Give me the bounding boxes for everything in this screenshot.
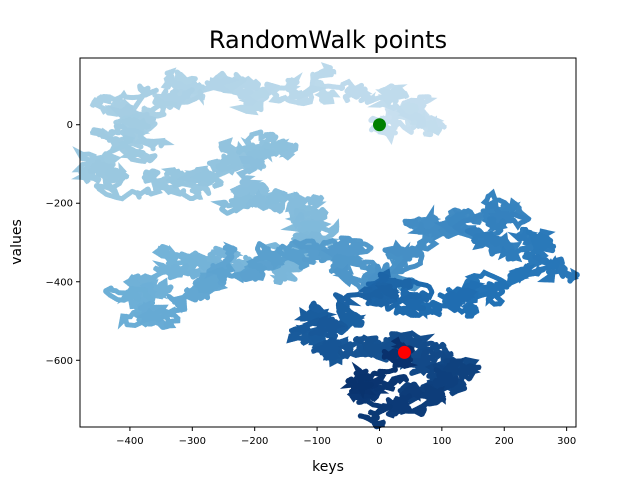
walk-points <box>71 62 585 431</box>
walk-segment <box>470 230 519 257</box>
walk-segment <box>107 103 158 129</box>
walk-segment <box>194 270 223 294</box>
walk-segment <box>411 380 451 414</box>
walk-segment <box>71 146 105 185</box>
walk-segment <box>87 125 164 165</box>
walk-segment <box>447 207 487 232</box>
walk-segment <box>333 283 400 316</box>
walk-segment <box>395 284 430 312</box>
walk-segment <box>165 63 209 97</box>
walk-segment <box>210 191 279 217</box>
walk-segment <box>317 78 380 105</box>
walk-segment <box>229 154 265 201</box>
walk-segment <box>100 283 156 312</box>
walk-segment <box>484 201 536 232</box>
walk-segment <box>151 244 201 281</box>
y-axis-label: values <box>9 219 25 265</box>
y-axis-ticks: −600 −400 −200 0 <box>46 120 80 367</box>
walk-segment <box>241 189 286 219</box>
walk-segment <box>382 236 428 275</box>
walk-segment <box>311 336 345 362</box>
walk-segment <box>439 358 481 384</box>
walk-segment <box>407 207 469 243</box>
walk-segment <box>147 260 204 282</box>
walk-segment <box>88 161 143 202</box>
walk-segment <box>235 256 286 283</box>
walk-segment <box>320 235 367 266</box>
walk-segment <box>374 268 412 295</box>
walk-segment <box>212 69 248 94</box>
walk-segment <box>364 84 412 108</box>
walk-segment <box>328 253 375 277</box>
walk-segment <box>243 239 291 280</box>
walk-segment <box>300 218 340 248</box>
walk-segment <box>157 67 205 102</box>
x-tick-label: −100 <box>303 436 330 447</box>
walk-segment <box>160 167 205 189</box>
walk-segment <box>335 298 367 332</box>
x-axis-label: keys <box>312 459 344 475</box>
walk-segment <box>85 135 146 168</box>
walk-segment <box>416 367 460 395</box>
walk-segment <box>159 87 195 111</box>
walk-segment <box>275 234 316 273</box>
chart-title: RandomWalk points <box>209 26 447 54</box>
walk-segment <box>88 159 126 185</box>
walk-segment <box>292 231 341 255</box>
walk-segment <box>419 287 478 315</box>
walk-segment <box>167 280 217 314</box>
walk-segment <box>226 75 262 106</box>
walk-segment <box>268 72 327 104</box>
x-tick-label: −300 <box>179 436 206 447</box>
x-tick-label: 200 <box>495 436 514 447</box>
y-tick-label: −200 <box>46 199 73 210</box>
walk-segment <box>100 123 175 151</box>
x-tick-label: 0 <box>376 436 382 447</box>
y-tick-label: −600 <box>46 356 73 367</box>
y-tick-label: −400 <box>46 277 73 288</box>
x-tick-label: −200 <box>241 436 268 447</box>
walk-segment <box>380 391 415 416</box>
x-tick-label: −400 <box>116 436 143 447</box>
y-tick-label: 0 <box>67 120 73 131</box>
end-point-marker <box>397 345 411 359</box>
x-axis-ticks: −400 −300 −200 −100 0 100 200 300 <box>116 427 576 447</box>
walk-segment <box>461 279 514 311</box>
start-point-marker <box>372 118 386 132</box>
x-tick-label: 100 <box>432 436 451 447</box>
walk-segment <box>135 296 187 329</box>
plot-frame <box>79 57 577 428</box>
x-tick-label: 300 <box>557 436 576 447</box>
